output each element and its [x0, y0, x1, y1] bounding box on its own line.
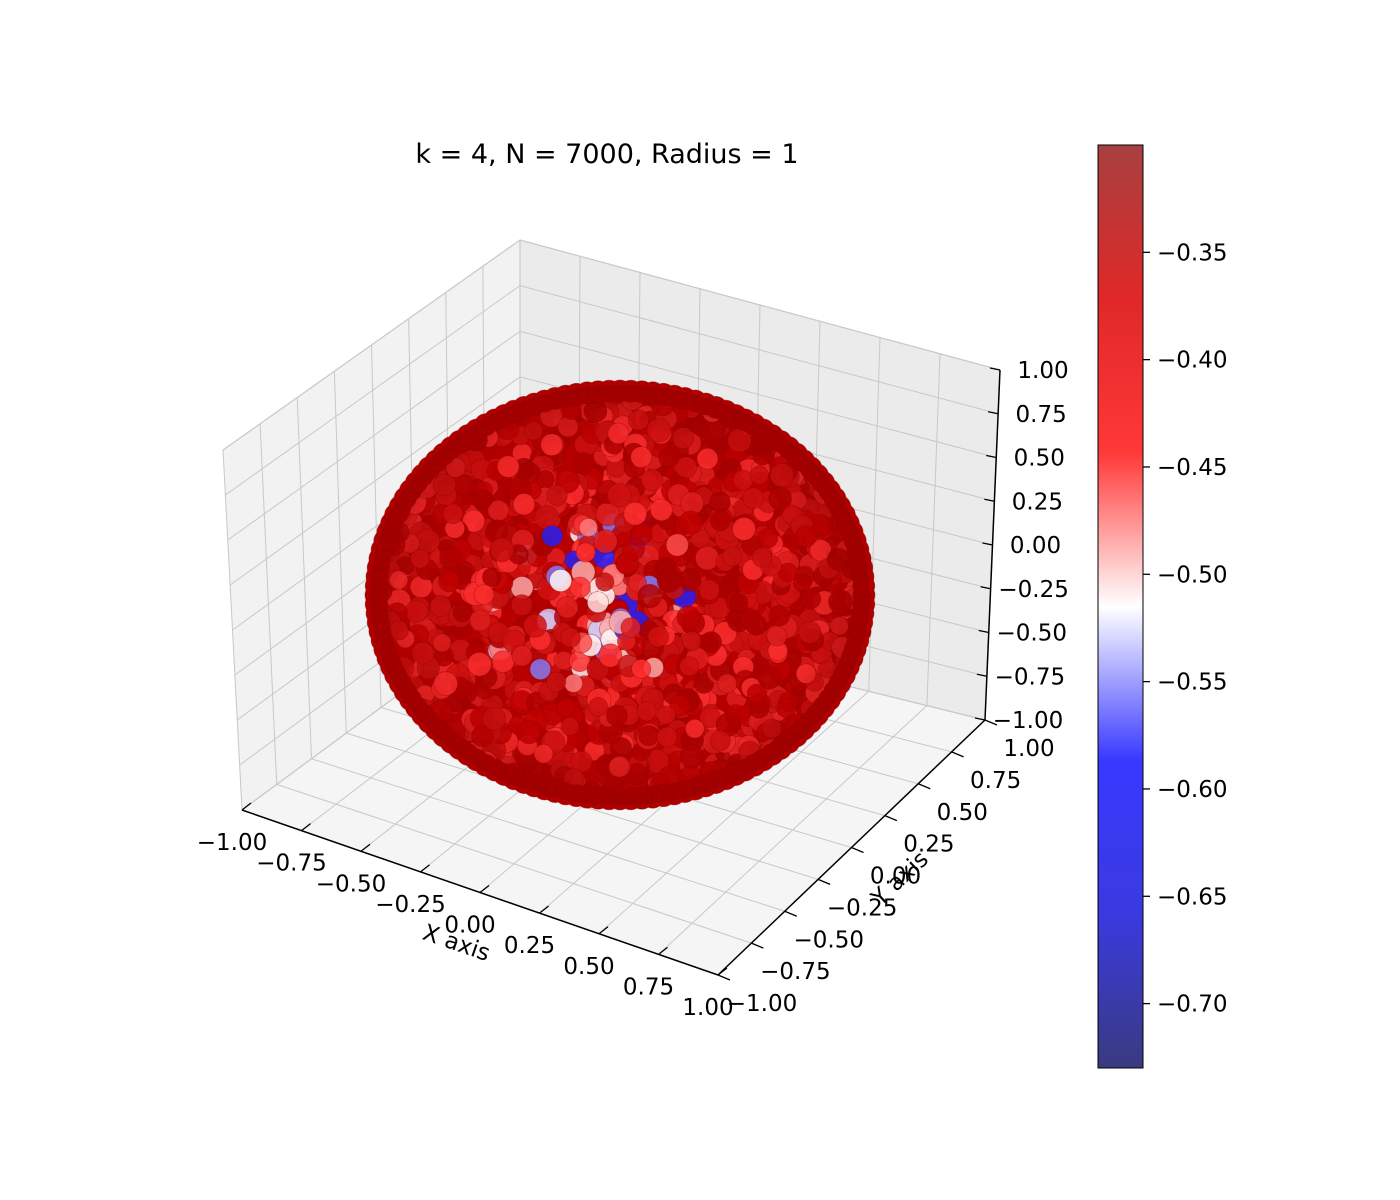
colorbar: −0.70 −0.65 −0.60 −0.55 −0.50 −0.45 −0.40 −0.35 [1097, 144, 1227, 1069]
x-tick [360, 843, 371, 852]
colorbar-tick-label: −0.60 [1157, 777, 1227, 803]
x-tick-label: 0.75 [623, 974, 674, 1000]
y-grid-line [333, 371, 819, 880]
z-tick-label: −0.50 [997, 621, 1067, 647]
x-tick [241, 802, 252, 811]
y-tick [751, 942, 764, 949]
y-tick-label: 1.00 [1003, 736, 1054, 762]
y-tick-label: −0.75 [760, 959, 830, 985]
x-tick-label: 0.00 [444, 913, 495, 939]
z-tick [982, 542, 993, 546]
colorbar-tick-label: −0.45 [1157, 455, 1227, 481]
axes-3d: −1.00−1.00−1.00−0.75−0.75−0.75−0.50−0.50… [197, 239, 1069, 1021]
colorbar-ticks: −0.70 −0.65 −0.60 −0.55 −0.50 −0.45 −0.40 −0.35 [1143, 240, 1227, 1018]
y-tick-label: −0.25 [827, 895, 897, 921]
left-pane [223, 240, 520, 810]
y-tick-label: −1.00 [727, 991, 797, 1017]
x-tick-label: −0.75 [256, 851, 326, 877]
x-tick-label: 0.25 [504, 933, 555, 959]
z-tick [976, 673, 988, 677]
z-grid-line [222, 239, 1001, 451]
scatter-points [364, 379, 876, 811]
z-tick [984, 498, 995, 502]
z-tick-label: −0.75 [995, 664, 1065, 690]
x-tick-label: 1.00 [682, 995, 733, 1021]
z-tick-label: 0.75 [1016, 402, 1067, 428]
x-tick [420, 864, 430, 873]
x-tick [479, 884, 490, 894]
z-tick [986, 454, 997, 459]
z-tick [987, 411, 999, 415]
x-tick [301, 823, 311, 832]
x-tick [598, 926, 609, 935]
y-tick [984, 719, 998, 726]
colorbar-tick-label: −0.40 [1157, 348, 1227, 374]
x-tick [717, 967, 728, 976]
z-tick-label: 0.00 [1010, 533, 1061, 559]
y-tick [717, 974, 731, 981]
colorbar-tick-label: −0.35 [1157, 240, 1227, 266]
scatter-shading [370, 385, 870, 805]
x-tick-label: −0.25 [375, 892, 445, 918]
y-grid-line [371, 344, 852, 848]
x-tick [539, 905, 549, 914]
axis-ticks: −1.00−1.00−1.00−0.75−0.75−0.75−0.50−0.50… [197, 358, 1069, 1021]
y-grid-line [259, 423, 752, 944]
y-grid-line [296, 397, 785, 912]
y-tick-label: −0.50 [794, 927, 864, 953]
colorbar-tick-label: −0.55 [1157, 670, 1227, 696]
x-tick [658, 946, 668, 955]
z-tick-label: 1.00 [1017, 358, 1068, 384]
chart-title: k = 4, N = 7000, Radius = 1 [415, 139, 798, 170]
z-tick [978, 629, 989, 634]
z-tick-label: 0.25 [1012, 489, 1063, 515]
x-tick-label: −0.50 [316, 871, 386, 897]
z-tick-label: −1.00 [993, 708, 1063, 734]
z-tick-label: 0.50 [1014, 446, 1065, 472]
y-tick [851, 846, 864, 854]
y-tick-label: 0.50 [937, 800, 988, 826]
colorbar-tick-label: −0.50 [1157, 562, 1227, 588]
y-tick [951, 751, 964, 758]
z-tick [989, 367, 1001, 371]
y-tick-label: 0.00 [870, 864, 921, 890]
z-tick [980, 586, 991, 590]
y-tick [784, 910, 797, 917]
colorbar-bar [1097, 144, 1144, 1069]
x-tick-label: −1.00 [197, 830, 267, 856]
y-tick-label: 0.75 [970, 768, 1021, 794]
y-tick-label: 0.25 [903, 832, 954, 858]
colorbar-tick-label: −0.70 [1157, 992, 1227, 1018]
y-tick [817, 878, 831, 885]
z-tick [974, 717, 986, 721]
y-tick [884, 815, 898, 822]
colorbar-tick-label: −0.65 [1157, 884, 1227, 910]
x-tick-label: 0.50 [563, 954, 614, 980]
y-tick [918, 783, 931, 790]
z-tick-label: −0.25 [998, 577, 1068, 603]
